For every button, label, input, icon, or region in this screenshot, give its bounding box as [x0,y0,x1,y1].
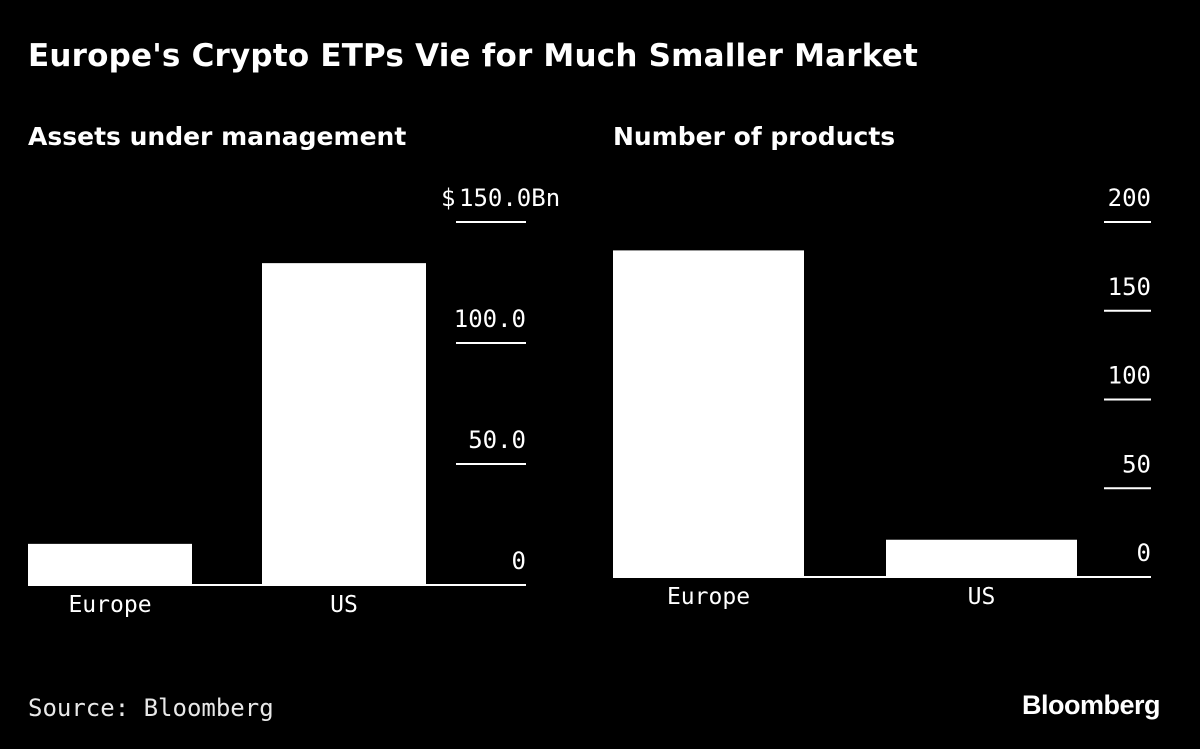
x-tick-label: US [968,584,996,610]
y-tick-label: 50.0 [468,426,526,454]
chart-title: Europe's Crypto ETPs Vie for Much Smalle… [28,38,918,74]
x-tick-label: US [330,592,358,618]
bar-us [262,263,426,585]
y-tick-label: 150.0Bn [459,184,560,212]
y-tick-label: 100 [1108,362,1151,390]
bar-us [886,539,1077,577]
source-note: Source: Bloomberg [28,694,274,722]
left-chart-subtitle: Assets under management [28,122,407,151]
y-tick-label: 50 [1122,450,1151,478]
x-tick-label: Europe [667,584,750,610]
y-tick-label: 200 [1108,184,1151,212]
y-tick-label: 0 [1137,539,1151,567]
right-chart-subtitle: Number of products [613,122,896,151]
y-axis-currency-prefix: $ [441,184,455,212]
y-tick-label: 100.0 [454,305,526,333]
bar-europe [28,543,192,585]
bloomberg-logo: Bloomberg [1021,690,1161,720]
bar-europe [613,250,804,577]
x-tick-label: Europe [68,592,151,618]
y-tick-label: 0 [512,547,526,575]
y-tick-label: 150 [1108,273,1151,301]
